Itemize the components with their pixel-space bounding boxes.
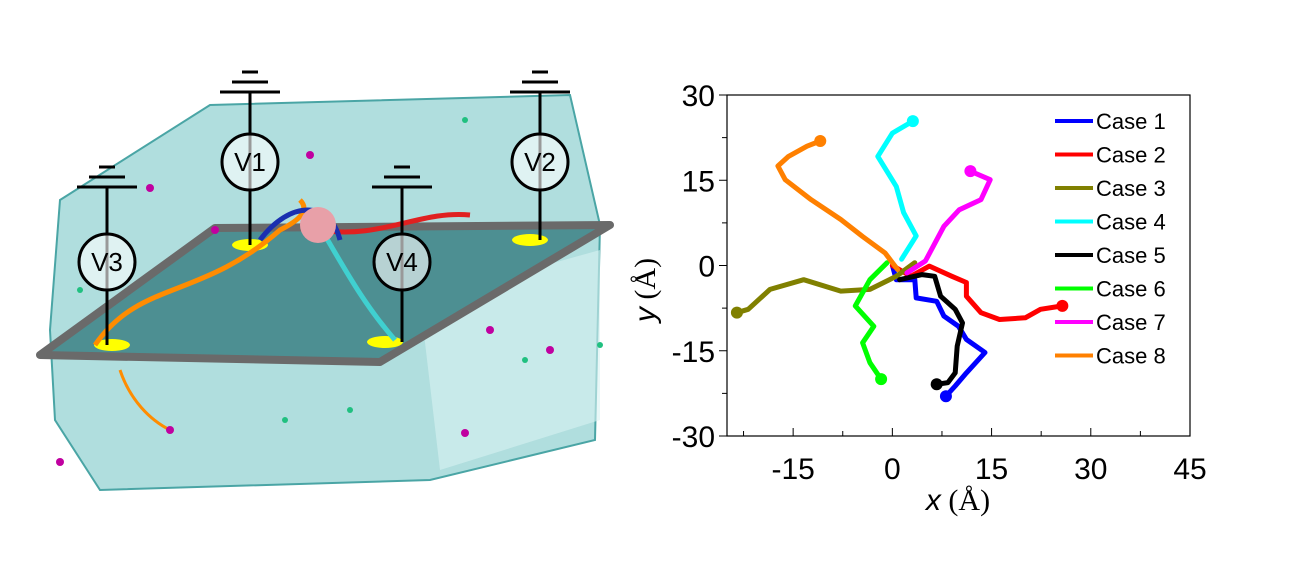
simulation-scene: V1 V2 V3 V4 <box>36 70 614 492</box>
y-tick-label: 30 <box>682 80 715 113</box>
trajectory-line <box>775 138 901 272</box>
legend-item: Case 6 <box>1055 277 1166 302</box>
trajectory-end-point <box>730 306 743 319</box>
axis-ticks <box>719 94 1191 437</box>
trajectory-end-point <box>906 115 919 128</box>
series-case-6 <box>852 260 890 386</box>
voltmeter-label: V3 <box>91 247 123 277</box>
legend-item: Case 7 <box>1055 310 1166 335</box>
trajectory-line <box>889 263 988 399</box>
legend-label: Case 6 <box>1096 277 1166 302</box>
x-tick-label: 0 <box>884 453 901 486</box>
voltmeter-label: V1 <box>234 147 266 177</box>
y-tick-label: -30 <box>672 421 715 454</box>
legend-label: Case 8 <box>1096 344 1166 369</box>
x-tick-label: -15 <box>771 453 814 486</box>
trajectory-end-point <box>1056 299 1069 312</box>
electrode-v3 <box>94 339 130 351</box>
series-case-3 <box>730 260 918 319</box>
trajectory-line <box>852 260 890 382</box>
trajectory-end-point <box>814 135 827 148</box>
dna-strand-orange <box>92 198 307 347</box>
x-tick-labels: -15 0 15 30 45 <box>771 453 1206 486</box>
series-case-7 <box>904 165 993 276</box>
voltmeter-label: V4 <box>386 247 418 277</box>
voltmeter-v3: V3 <box>77 232 137 292</box>
voltmeter-label: V2 <box>524 147 556 177</box>
legend-label: Case 5 <box>1096 243 1166 268</box>
trajectory-line <box>889 263 1065 322</box>
legend: Case 1 Case 2 Case 3 Case 4 Case 5 Case 6 Case… <box>1055 109 1166 369</box>
series-case-8 <box>775 135 901 272</box>
legend-item: Case 8 <box>1055 344 1166 369</box>
y-tick-labels: 30 15 0 -15 -30 <box>672 80 715 454</box>
series-group <box>730 115 1069 403</box>
protein-pore <box>300 207 336 243</box>
legend-item: Case 5 <box>1055 243 1166 268</box>
legend-label: Case 2 <box>1096 143 1166 168</box>
legend-item: Case 4 <box>1055 210 1166 235</box>
y-tick-label: 0 <box>698 251 715 284</box>
voltmeter-v1: V1 <box>220 132 280 192</box>
series-case-2 <box>889 263 1069 322</box>
series-case-5 <box>897 272 965 391</box>
series-case-4 <box>875 115 919 262</box>
trajectory-line <box>897 272 965 387</box>
voltmeter-v4: V4 <box>372 232 432 292</box>
y-tick-label: -15 <box>672 336 715 369</box>
x-tick-label: 30 <box>1074 453 1107 486</box>
voltmeter-v2: V2 <box>510 132 570 192</box>
x-tick-label: 15 <box>975 453 1008 486</box>
trajectory-end-point <box>930 378 943 391</box>
legend-label: Case 1 <box>1096 109 1166 134</box>
trajectory-end-point <box>939 390 952 403</box>
y-axis-label: y (Å) <box>629 258 662 324</box>
legend-item: Case 2 <box>1055 143 1166 168</box>
dna-strand-orange-lower <box>118 369 171 432</box>
trajectory-line <box>904 168 993 276</box>
x-tick-label: 45 <box>1173 453 1206 486</box>
legend-label: Case 4 <box>1096 210 1166 235</box>
legend-item: Case 1 <box>1055 109 1166 134</box>
trajectory-line <box>734 260 918 316</box>
series-case-1 <box>889 263 988 403</box>
trajectory-end-point <box>875 373 888 386</box>
legend-label: Case 3 <box>1096 176 1166 201</box>
x-axis-label: x (Å) <box>924 484 990 517</box>
graphene-membrane <box>36 221 614 366</box>
ions <box>56 117 603 466</box>
legend-item: Case 3 <box>1055 176 1166 201</box>
y-tick-label: 15 <box>682 165 715 198</box>
legend-label: Case 7 <box>1096 310 1166 335</box>
trajectory-line <box>875 118 919 262</box>
trajectory-end-point <box>964 165 977 178</box>
